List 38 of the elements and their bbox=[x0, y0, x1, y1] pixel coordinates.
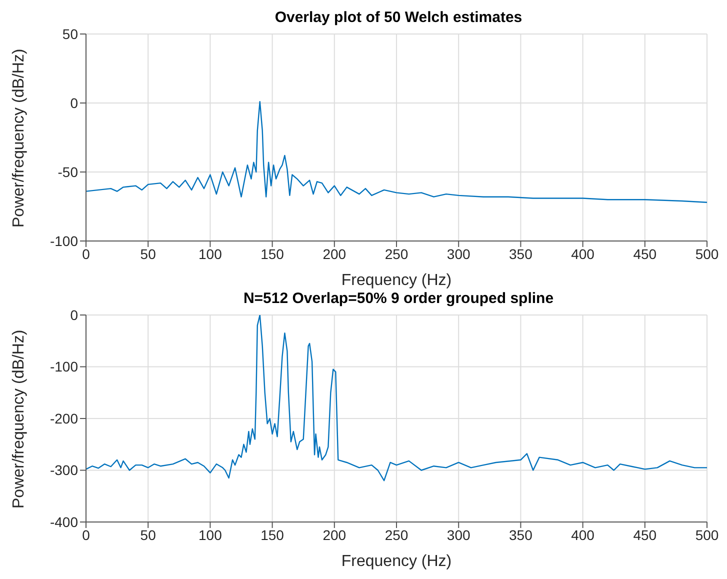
x-tick-label: 300 bbox=[446, 526, 470, 543]
x-tick-label: 100 bbox=[198, 246, 222, 262]
x-tick-label: 50 bbox=[140, 246, 156, 262]
y-tick-label: 50 bbox=[62, 26, 78, 42]
y-tick-label: -300 bbox=[50, 462, 78, 478]
x-tick-label: 0 bbox=[82, 246, 90, 262]
chart-title: N=512 Overlap=50% 9 order grouped spline bbox=[243, 290, 554, 307]
x-tick-label: 500 bbox=[695, 246, 719, 262]
chart-title: Overlay plot of 50 Welch estimates bbox=[274, 9, 522, 26]
x-tick-label: 200 bbox=[322, 526, 346, 543]
x-tick-label: 450 bbox=[633, 246, 657, 262]
x-tick-label: 400 bbox=[571, 526, 595, 543]
y-tick-label: -50 bbox=[58, 164, 78, 180]
x-tick-label: 0 bbox=[82, 526, 90, 543]
x-tick-label: 150 bbox=[260, 246, 284, 262]
x-tick-label: 500 bbox=[695, 526, 719, 543]
x-tick-label: 150 bbox=[260, 526, 284, 543]
line-series bbox=[86, 101, 707, 203]
x-tick-label: 350 bbox=[509, 246, 533, 262]
y-tick-label: -200 bbox=[50, 410, 78, 426]
x-tick-label: 100 bbox=[198, 526, 222, 543]
y-tick-label: -100 bbox=[50, 232, 78, 249]
x-axis-title: Frequency (Hz) bbox=[341, 272, 452, 289]
y-axis-title: Power/frequency (dB/Hz) bbox=[10, 330, 28, 508]
x-tick-label: 450 bbox=[633, 526, 657, 543]
y-tick-label: -100 bbox=[50, 358, 78, 375]
y-axis-title: Power/frequency (dB/Hz) bbox=[10, 48, 28, 228]
y-tick-label: 0 bbox=[70, 94, 78, 111]
x-tick-label: 250 bbox=[384, 246, 408, 262]
y-tick-label: -400 bbox=[50, 514, 78, 530]
x-tick-label: 400 bbox=[571, 246, 595, 262]
y-tick-label: 0 bbox=[70, 306, 78, 323]
x-tick-label: 300 bbox=[446, 246, 470, 262]
x-tick-label: 350 bbox=[509, 526, 533, 543]
x-tick-label: 50 bbox=[140, 526, 156, 543]
x-tick-label: 200 bbox=[322, 246, 346, 262]
x-axis-title: Frequency (Hz) bbox=[341, 553, 452, 570]
x-tick-label: 250 bbox=[384, 526, 408, 543]
